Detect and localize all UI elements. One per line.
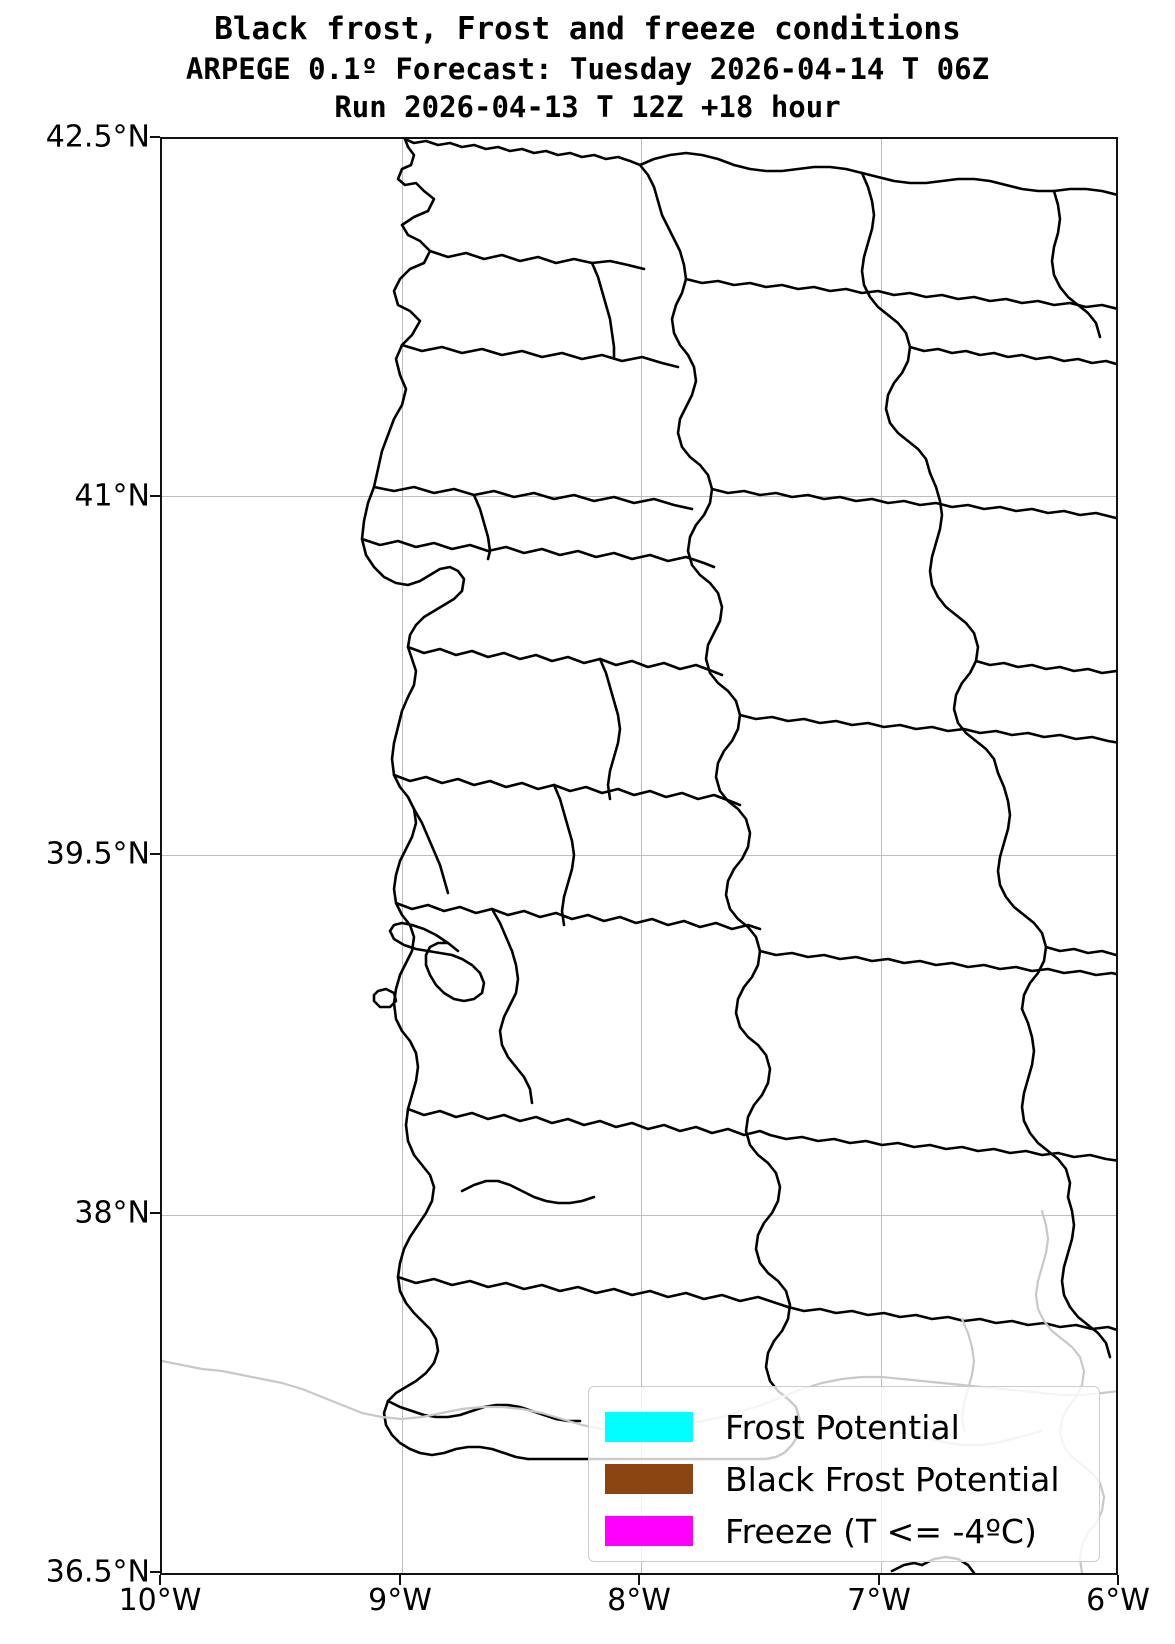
xtick-label-7w: 7°W: [847, 1583, 911, 1618]
boundary-district-12: [598, 657, 622, 801]
ytick-mark-39-5n: [150, 853, 160, 855]
border-spain-prov-7: [996, 771, 1048, 1011]
ytick-label-39-5n: 39.5°N: [45, 836, 150, 872]
border-spain-prov-2: [860, 171, 932, 475]
coastline-south-detail: [460, 1179, 596, 1205]
boundary-district-9: [396, 1275, 790, 1309]
boundary-district-8: [406, 1107, 772, 1137]
estuary-tagus: [388, 921, 486, 1003]
border-portugal-north: [403, 139, 642, 167]
legend-item-black-frost-potential[interactable]: Black Frost Potential: [605, 1453, 1083, 1505]
gridline-lon-8w: [641, 139, 642, 1573]
border-spain-prov-11: [1060, 1195, 1112, 1359]
boundary-district-7: [394, 901, 762, 931]
boundary-district-15: [552, 783, 576, 927]
border-spain-prov-12: [786, 1305, 1116, 1332]
border-spain-prov-15: [1044, 945, 1116, 957]
border-spain-prov-8: [758, 949, 1116, 977]
legend-swatch-black-frost-potential: [605, 1464, 693, 1494]
legend-label-frost-potential: Frost Potential: [725, 1407, 960, 1447]
xtick-mark-10w: [159, 1575, 161, 1585]
xtick-mark-8w: [638, 1575, 640, 1585]
boundary-district-13: [590, 261, 616, 359]
border-spain-prov-9: [1020, 1007, 1072, 1199]
legend-label-black-frost-potential: Black Frost Potential: [725, 1459, 1060, 1499]
boundary-district-4: [360, 537, 716, 569]
boundary-district-10: [412, 807, 450, 895]
gridline-lon-7w: [881, 139, 882, 1573]
border-spain-prov-4: [710, 487, 1116, 520]
title-line-1: Black frost, Frost and freeze conditions: [214, 11, 961, 47]
ytick-mark-36-5n: [150, 1571, 160, 1573]
xtick-label-10w: 10°W: [118, 1583, 202, 1618]
boundary-district-5: [406, 645, 724, 677]
xtick-label-9w: 9°W: [368, 1583, 432, 1618]
iberia-boundaries-map: [162, 139, 1116, 1573]
legend-label-freeze: Freeze (T <= -4ºC): [725, 1511, 1037, 1551]
xtick-mark-7w: [878, 1575, 880, 1585]
ytick-mark-41n: [150, 495, 160, 497]
ytick-mark-38n: [150, 1212, 160, 1214]
border-spain-prov-14: [908, 345, 1116, 366]
lagoon-small: [372, 987, 398, 1009]
ytick-label-36-5n: 36.5°N: [45, 1554, 150, 1590]
coastline-portugal-atlantic: [360, 139, 530, 1461]
border-spain-prov-1: [638, 151, 1116, 196]
chart-title-block: Black frost, Frost and freeze conditions…: [0, 0, 1175, 126]
ytick-label-41n: 41°N: [74, 478, 150, 514]
map-legend[interactable]: Frost Potential Black Frost Potential Fr…: [588, 1386, 1100, 1562]
gridline-lat-39-5: [162, 855, 1116, 856]
coastline-cadiz-fragment-2: [890, 1561, 924, 1573]
boundary-district-1: [428, 249, 646, 271]
border-portugal-east: [526, 163, 802, 1461]
border-spain-prov-3: [684, 277, 1116, 310]
legend-item-frost-potential[interactable]: Frost Potential: [605, 1401, 1083, 1453]
xtick-mark-9w: [399, 1575, 401, 1585]
gridline-lat-41: [162, 496, 1116, 497]
xtick-label-6w: 6°W: [1086, 1583, 1150, 1618]
legend-swatch-freeze: [605, 1516, 693, 1546]
border-spain-prov-16: [1050, 189, 1102, 339]
border-spain-prov-10: [768, 1133, 1116, 1162]
map-plot-area: Frost Potential Black Frost Potential Fr…: [160, 137, 1118, 1575]
ytick-label-38n: 38°N: [74, 1195, 150, 1231]
legend-swatch-frost-potential: [605, 1412, 693, 1442]
boundary-district-14: [472, 493, 492, 561]
ytick-mark-42-5n: [150, 136, 160, 138]
boundary-district-6: [392, 773, 742, 807]
border-spain-prov-5: [928, 471, 1000, 775]
gridline-lat-38: [162, 1215, 1116, 1216]
boundary-district-11: [490, 907, 534, 1105]
xtick-mark-6w: [1117, 1575, 1119, 1585]
title-line-3: Run 2026-04-13 T 12Z +18 hour: [334, 90, 841, 124]
border-spain-prov-6: [738, 713, 1116, 744]
legend-item-freeze[interactable]: Freeze (T <= -4ºC): [605, 1505, 1083, 1557]
xtick-label-8w: 8°W: [607, 1583, 671, 1618]
boundary-district-3: [372, 485, 694, 511]
boundary-district-2: [400, 343, 680, 369]
border-spain-prov-13: [974, 659, 1116, 675]
title-line-2: ARPEGE 0.1º Forecast: Tuesday 2026-04-14…: [185, 52, 990, 86]
